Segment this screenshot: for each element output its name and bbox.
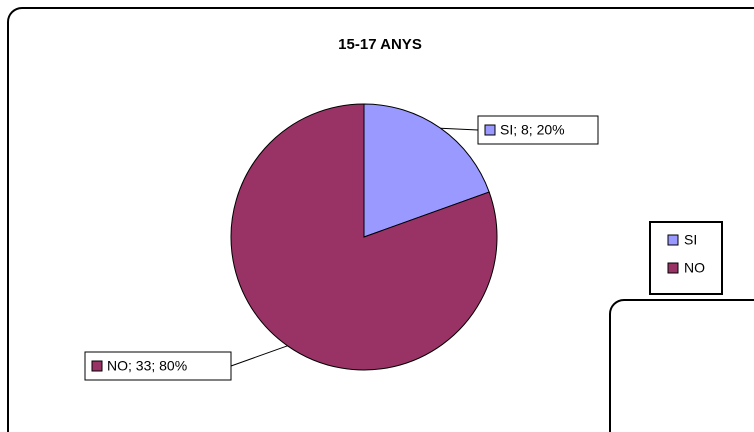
data-label-box bbox=[477, 115, 599, 145]
data-label-swatch bbox=[91, 360, 103, 372]
pie-slice bbox=[363, 103, 490, 238]
data-label-swatch bbox=[484, 124, 496, 136]
legend-label: SI bbox=[684, 232, 697, 248]
legend-label: NO bbox=[684, 260, 705, 276]
data-label: NO; 33; 80% bbox=[107, 358, 187, 374]
data-label-box bbox=[84, 351, 232, 381]
legend-swatch bbox=[667, 262, 679, 274]
data-label: SI; 8; 20% bbox=[500, 122, 565, 138]
legend-box bbox=[649, 221, 723, 295]
legend-swatch bbox=[667, 234, 679, 246]
secondary-frame bbox=[609, 299, 754, 432]
pie-slice bbox=[230, 103, 498, 371]
leader-line bbox=[230, 345, 288, 367]
leader-line bbox=[440, 127, 479, 131]
chart-title: 15-17 ANYS bbox=[338, 36, 422, 53]
